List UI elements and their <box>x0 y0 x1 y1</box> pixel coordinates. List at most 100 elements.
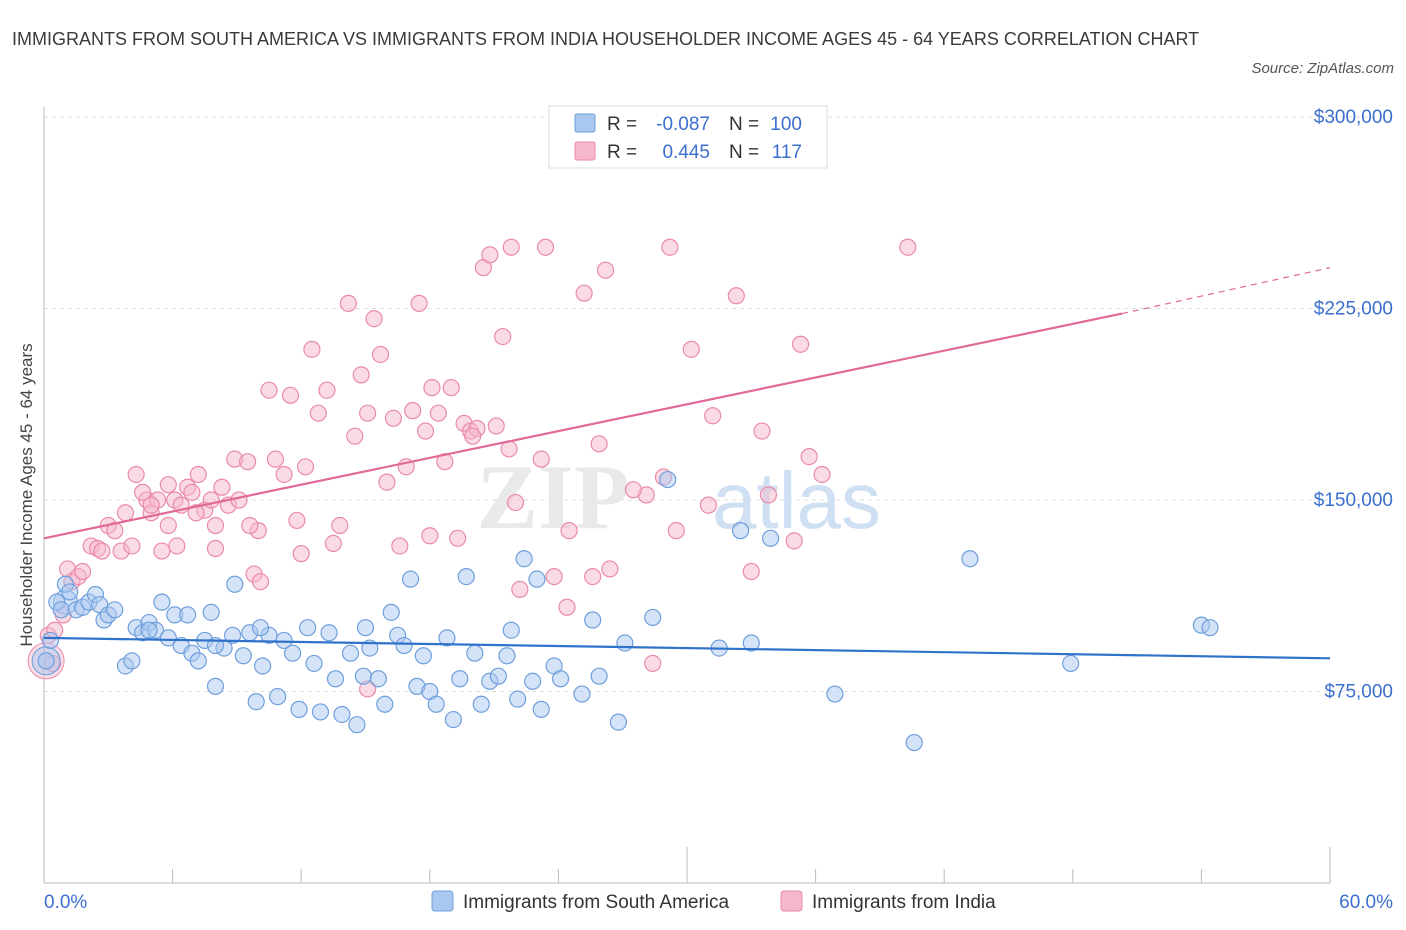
india-point <box>759 486 778 504</box>
south-america-point <box>498 647 516 665</box>
y-tick-label: $75,000 <box>1324 682 1393 703</box>
india-point <box>449 529 467 547</box>
series-south-america-points <box>31 470 1219 752</box>
axes <box>43 107 1331 884</box>
india-point <box>667 522 685 540</box>
legend-swatch-pink <box>574 141 596 161</box>
south-america-point <box>326 670 345 688</box>
south-america-point <box>905 733 923 752</box>
south-america-point <box>401 570 420 588</box>
south-america-point <box>224 626 242 644</box>
india-point <box>416 422 435 440</box>
india-point <box>230 491 248 509</box>
india-point <box>359 404 377 422</box>
south-america-point <box>502 621 520 639</box>
india-point <box>133 483 152 501</box>
y-tick-label: $225,000 <box>1314 299 1393 320</box>
south-america-point <box>644 608 662 627</box>
south-america-point <box>489 667 507 685</box>
legend-r-label-1: R = <box>607 114 637 135</box>
south-america-point <box>457 567 475 586</box>
india-point <box>661 238 679 256</box>
india-point <box>378 473 396 491</box>
south-america-point <box>284 644 302 662</box>
india-point <box>331 516 349 535</box>
south-america-point <box>189 652 207 670</box>
india-point <box>800 447 818 466</box>
south-america-point <box>451 670 469 688</box>
south-america-point <box>305 654 323 673</box>
south-america-point <box>761 529 780 547</box>
india-point <box>421 527 439 545</box>
india-point <box>813 465 831 484</box>
south-america-point <box>341 644 360 662</box>
south-america-point <box>509 690 527 708</box>
south-america-point <box>395 636 413 655</box>
india-point <box>213 478 231 496</box>
india-point <box>423 379 441 397</box>
india-point <box>644 654 662 673</box>
south-america-point <box>551 670 570 688</box>
south-america-trend-line <box>43 636 1331 660</box>
south-america-point <box>354 667 372 685</box>
south-america-point <box>528 570 546 588</box>
chart-title: IMMIGRANTS FROM SOUTH AMERICA VS IMMIGRA… <box>12 29 1200 49</box>
india-point <box>464 427 482 445</box>
legend-r-value-1: -0.087 <box>656 114 710 135</box>
south-america-point <box>524 672 542 690</box>
south-america-point <box>52 601 70 619</box>
south-america-point <box>584 611 602 629</box>
south-america-point <box>376 695 394 713</box>
india-point <box>575 284 593 302</box>
india-point <box>532 450 550 468</box>
south-america-point <box>382 603 400 621</box>
south-america-point <box>414 647 432 665</box>
south-america-point <box>532 700 550 718</box>
y-axis-label: Householder Income Ages 45 - 64 years <box>17 343 36 646</box>
south-america-point <box>1201 619 1219 637</box>
south-america-point <box>269 688 287 706</box>
india-point <box>371 345 390 364</box>
south-america-point <box>731 522 750 540</box>
south-america-point <box>1062 654 1080 673</box>
india-point <box>429 404 447 422</box>
india-point <box>442 379 460 397</box>
india-point <box>324 534 342 553</box>
south-america-point <box>659 470 677 489</box>
south-america-point <box>247 693 265 711</box>
india-point <box>506 493 525 512</box>
legend-n-value-1: 100 <box>770 114 802 135</box>
india-point <box>288 511 306 530</box>
india-point <box>791 335 810 353</box>
watermark-zip: ZIP <box>477 446 630 548</box>
south-america-point <box>106 601 124 619</box>
india-point <box>142 496 160 514</box>
india-point <box>536 238 555 256</box>
legend-top: R = -0.087 N = 100 R = 0.445 N = 117 <box>548 105 828 169</box>
india-point <box>73 562 92 581</box>
south-america-point <box>333 705 351 724</box>
india-point <box>189 465 207 484</box>
india-point <box>153 542 171 560</box>
india-point <box>183 483 201 501</box>
tick-labels: $75,000 $150,000 $225,000 $300,000 0.0% 60.0% <box>44 107 1393 913</box>
south-america-point <box>299 619 317 637</box>
india-point <box>410 294 428 312</box>
india-point <box>260 381 278 399</box>
south-america-point <box>590 667 608 685</box>
india-point <box>502 238 520 256</box>
india-point <box>206 539 225 558</box>
india-point <box>560 522 578 540</box>
south-america-point <box>369 670 387 688</box>
south-america-point <box>573 685 591 703</box>
south-america-point <box>206 677 225 695</box>
india-point <box>682 340 700 358</box>
india-point <box>487 417 505 435</box>
south-america-point <box>153 593 171 611</box>
india-point <box>127 465 145 484</box>
india-point <box>266 450 285 468</box>
india-point <box>303 340 321 358</box>
south-america-point <box>444 710 462 729</box>
south-america-point <box>234 647 252 665</box>
